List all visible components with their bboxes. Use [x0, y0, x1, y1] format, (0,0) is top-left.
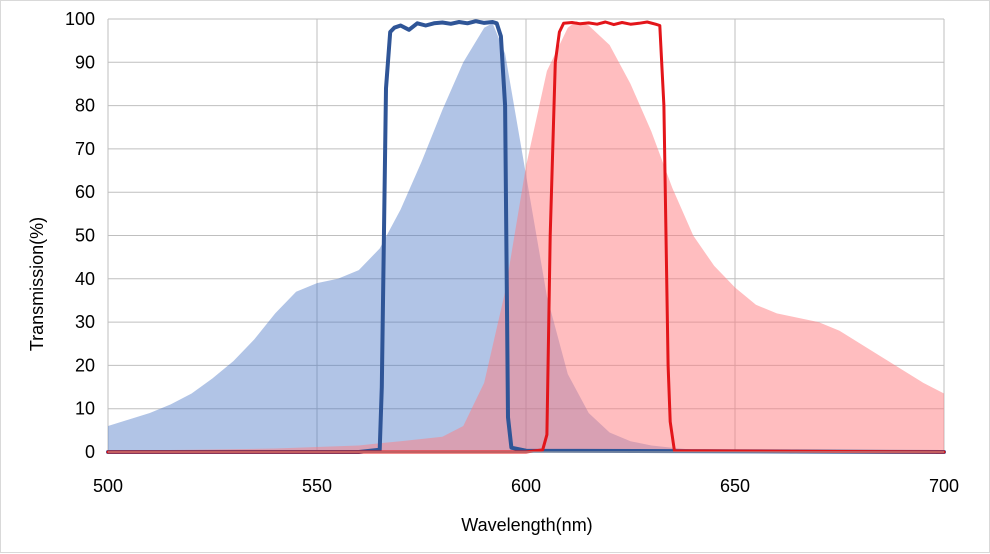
tick-labels: 0 10 20 30 40 50 60 70 80 90 100 500 550 600 650 700: [65, 9, 959, 496]
y-tick-label-10: 10: [75, 399, 95, 419]
y-tick-label-60: 60: [75, 182, 95, 202]
y-tick-label-80: 80: [75, 96, 95, 116]
x-tick-label-700: 700: [929, 476, 959, 496]
y-tick-label-20: 20: [75, 355, 95, 375]
y-tick-label-100: 100: [65, 9, 95, 29]
x-tick-label-550: 550: [302, 476, 332, 496]
y-tick-label-0: 0: [85, 442, 95, 462]
x-tick-label-650: 650: [720, 476, 750, 496]
y-tick-label-40: 40: [75, 269, 95, 289]
x-tick-label-500: 500: [93, 476, 123, 496]
x-axis-title: Wavelength(nm): [461, 515, 592, 535]
y-axis-title: Transmission(%): [27, 217, 47, 351]
series-1-area: [108, 21, 944, 452]
x-tick-label-600: 600: [511, 476, 541, 496]
y-tick-label-30: 30: [75, 312, 95, 332]
series-2-line: [106, 19, 946, 454]
series-3-line: [106, 20, 946, 454]
y-tick-label-70: 70: [75, 139, 95, 159]
y-tick-label-90: 90: [75, 52, 95, 72]
y-tick-label-50: 50: [75, 226, 95, 246]
series-layer: [106, 19, 946, 454]
